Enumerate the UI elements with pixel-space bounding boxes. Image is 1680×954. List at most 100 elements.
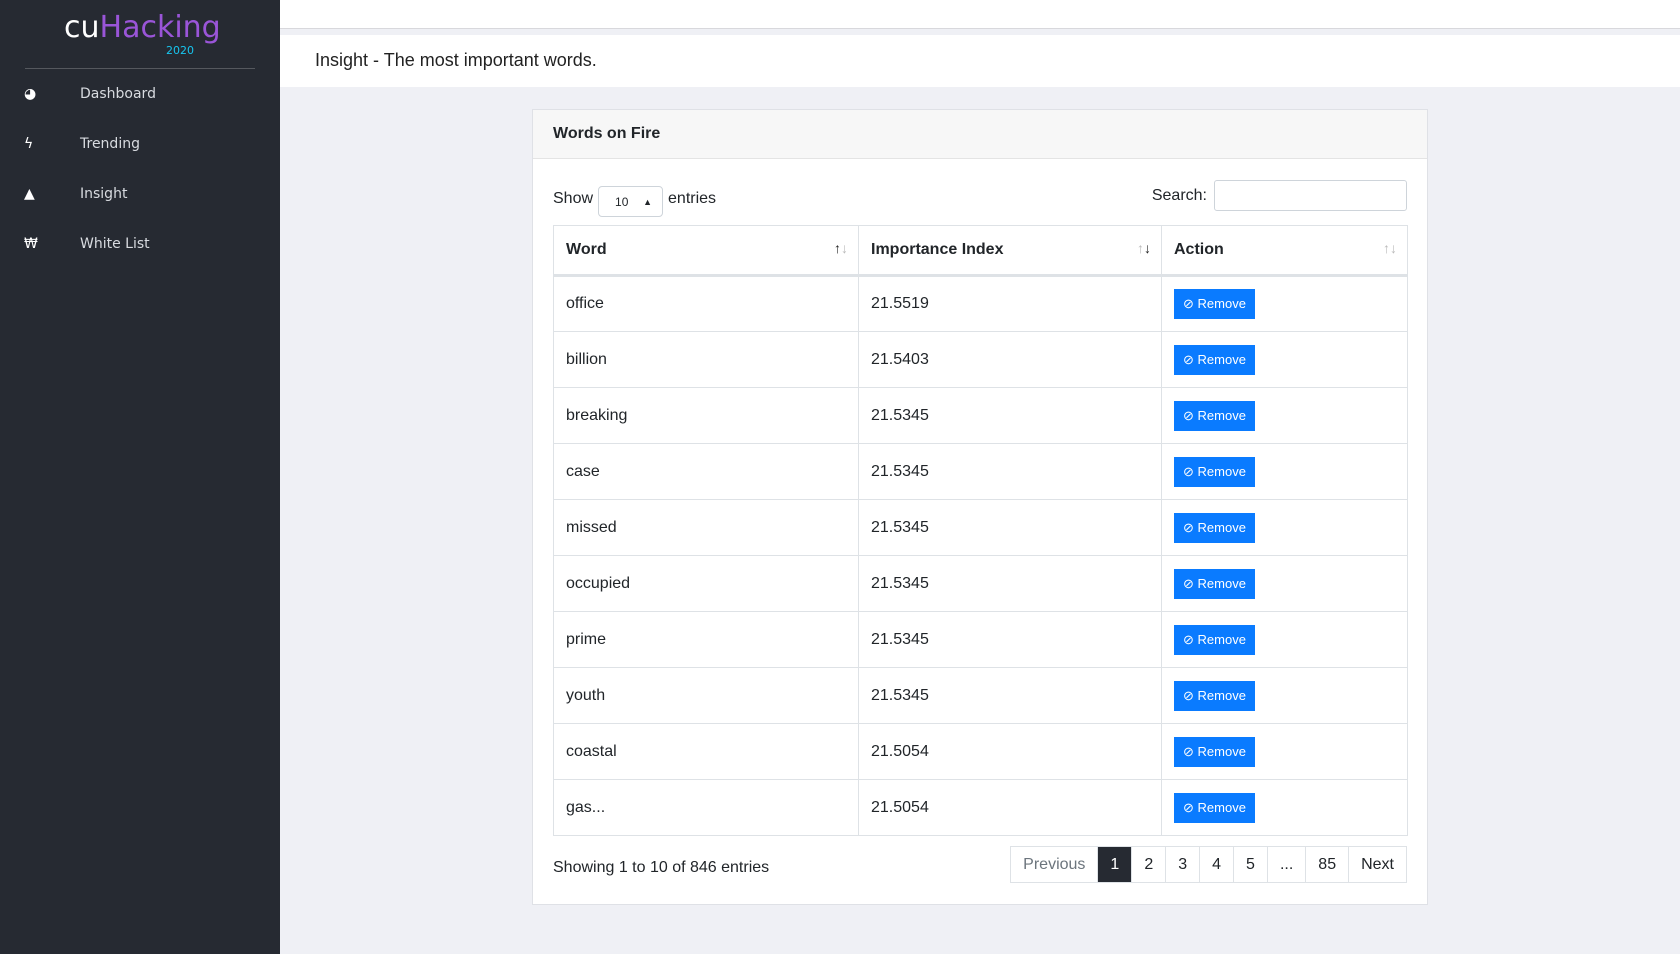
action-cell: ⊘ Remove bbox=[1161, 667, 1408, 724]
remove-button[interactable]: ⊘ Remove bbox=[1174, 456, 1255, 487]
page-previous[interactable]: Previous bbox=[1023, 856, 1086, 873]
table-row: occupied 21.5345 ⊘ Remove bbox=[553, 555, 1408, 612]
table-row: youth 21.5345 ⊘ Remove bbox=[553, 667, 1408, 724]
remove-label: Remove bbox=[1197, 296, 1246, 311]
sidebar-item-insight[interactable]: ▲ Insight bbox=[0, 174, 280, 214]
eye-slash-icon: ⊘ bbox=[1183, 407, 1198, 423]
search-label: Search: bbox=[1151, 186, 1207, 204]
page-next[interactable]: Next bbox=[1348, 847, 1406, 882]
page-length-control: Show 10 ▲ entries bbox=[553, 180, 716, 217]
table-info: Showing 1 to 10 of 846 entries bbox=[553, 859, 770, 876]
words-card: Words on Fire Show 10 ▲ entries Search: W… bbox=[532, 109, 1428, 905]
action-cell: ⊘ Remove bbox=[1161, 611, 1408, 668]
sidebar-item-white-list[interactable]: ₩ White List bbox=[0, 224, 280, 264]
page-85[interactable]: 85 bbox=[1305, 847, 1348, 882]
sidebar: cuHacking 2020 ◕ Dashboard ϟ Trending ▲ Insi… bbox=[0, 0, 280, 954]
word-cell: missed bbox=[553, 499, 859, 556]
word-cell: youth bbox=[553, 667, 859, 724]
word-cell: breaking bbox=[553, 387, 859, 444]
remove-button[interactable]: ⊘ Remove bbox=[1174, 289, 1255, 319]
importance-cell: 21.5054 bbox=[858, 779, 1162, 836]
table-row: prime 21.5345 ⊘ Remove bbox=[553, 611, 1408, 668]
search-control: Search: bbox=[1152, 180, 1407, 211]
sidebar-item-trending[interactable]: ϟ Trending bbox=[0, 124, 280, 164]
word-cell: coastal bbox=[553, 723, 859, 780]
remove-button[interactable]: ⊘ Remove bbox=[1174, 736, 1255, 767]
table-row: coastal 21.5054 ⊘ Remove bbox=[553, 723, 1408, 780]
importance-cell: 21.5345 bbox=[858, 387, 1162, 444]
sidebar-item-label: Dashboard bbox=[80, 86, 156, 102]
action-cell: ⊘ Remove bbox=[1161, 331, 1408, 388]
updown-icon: ▲ bbox=[643, 196, 653, 207]
tachometer-icon: ◕ bbox=[24, 86, 37, 102]
eye-slash-icon: ⊘ bbox=[1183, 519, 1198, 535]
page-4[interactable]: 4 bbox=[1199, 847, 1233, 882]
page-size-select[interactable]: 10 ▲ bbox=[598, 186, 664, 217]
sort-icon: ↑↓ bbox=[1383, 240, 1397, 256]
action-cell: ⊘ Remove bbox=[1161, 499, 1408, 556]
remove-button[interactable]: ⊘ Remove bbox=[1174, 512, 1255, 543]
sort-desc-icon: ↑↓ bbox=[1137, 240, 1151, 256]
table-row: breaking 21.5345 ⊘ Remove bbox=[553, 387, 1408, 444]
page-1[interactable]: 1 bbox=[1097, 847, 1132, 882]
eye-slash-icon: ⊘ bbox=[1183, 687, 1198, 703]
word-cell: billion bbox=[553, 331, 859, 388]
column-label: Action bbox=[1174, 241, 1224, 258]
eye-slash-icon: ⊘ bbox=[1183, 463, 1198, 479]
eye-slash-icon: ⊘ bbox=[1183, 743, 1198, 759]
page-header: Insight - The most important words. bbox=[280, 35, 1680, 87]
search-input[interactable] bbox=[1214, 180, 1407, 211]
page-size-value: 10 bbox=[615, 194, 629, 209]
importance-cell: 21.5345 bbox=[858, 667, 1162, 724]
page-5[interactable]: 5 bbox=[1233, 847, 1267, 882]
logo-hacking: Hacking bbox=[99, 10, 221, 45]
table-row: office 21.5519 ⊘ Remove bbox=[553, 275, 1408, 332]
sidebar-item-label: Trending bbox=[80, 136, 140, 152]
importance-cell: 21.5345 bbox=[858, 555, 1162, 612]
remove-button[interactable]: ⊘ Remove bbox=[1174, 624, 1255, 655]
column-header-word[interactable]: Word ↑↓ bbox=[553, 225, 859, 277]
word-cell: occupied bbox=[553, 555, 859, 612]
word-cell: gas... bbox=[553, 779, 859, 836]
action-cell: ⊘ Remove bbox=[1161, 723, 1408, 780]
table-row: gas... 21.5054 ⊘ Remove bbox=[553, 779, 1408, 836]
remove-label: Remove bbox=[1197, 575, 1246, 591]
action-cell: ⊘ Remove bbox=[1161, 555, 1408, 612]
sidebar-item-dashboard[interactable]: ◕ Dashboard bbox=[0, 74, 280, 114]
remove-label: Remove bbox=[1197, 463, 1246, 479]
word-cell: case bbox=[553, 443, 859, 500]
sort-asc-icon: ↑↓ bbox=[834, 240, 848, 256]
remove-label: Remove bbox=[1197, 687, 1246, 703]
remove-label: Remove bbox=[1197, 519, 1246, 535]
remove-label: Remove bbox=[1197, 799, 1246, 815]
logo[interactable]: cuHacking 2020 bbox=[64, 10, 221, 57]
column-header-importance[interactable]: Importance Index ↑↓ bbox=[858, 225, 1162, 277]
remove-button[interactable]: ⊘ Remove bbox=[1174, 344, 1255, 375]
sidebar-item-label: Insight bbox=[80, 186, 128, 202]
column-header-action[interactable]: Action ↑↓ bbox=[1161, 225, 1408, 277]
divider bbox=[25, 68, 255, 69]
logo-cu: cu bbox=[64, 10, 100, 45]
page-ellipsis: ... bbox=[1266, 847, 1305, 882]
page-title: Insight - The most important words. bbox=[315, 50, 597, 70]
card-title: Words on Fire bbox=[533, 110, 1427, 159]
remove-button[interactable]: ⊘ Remove bbox=[1174, 792, 1255, 823]
remove-label: Remove bbox=[1197, 407, 1246, 423]
column-label: Word bbox=[566, 241, 607, 258]
importance-cell: 21.5054 bbox=[858, 723, 1162, 780]
remove-button[interactable]: ⊘ Remove bbox=[1174, 680, 1255, 711]
action-cell: ⊘ Remove bbox=[1161, 443, 1408, 500]
bolt-icon: ϟ bbox=[24, 136, 34, 152]
remove-button[interactable]: ⊘ Remove bbox=[1174, 400, 1255, 431]
eye-slash-icon: ⊘ bbox=[1183, 351, 1198, 367]
page-2[interactable]: 2 bbox=[1131, 847, 1165, 882]
remove-label: Remove bbox=[1197, 631, 1246, 647]
remove-button[interactable]: ⊘ Remove bbox=[1174, 568, 1255, 599]
show-label: Show bbox=[553, 189, 594, 207]
top-bar bbox=[280, 0, 1680, 29]
warning-icon: ▲ bbox=[24, 186, 35, 202]
page-3[interactable]: 3 bbox=[1165, 847, 1199, 882]
importance-cell: 21.5345 bbox=[858, 611, 1162, 668]
table-row: case 21.5345 ⊘ Remove bbox=[553, 443, 1408, 500]
eye-slash-icon: ⊘ bbox=[1183, 575, 1198, 591]
